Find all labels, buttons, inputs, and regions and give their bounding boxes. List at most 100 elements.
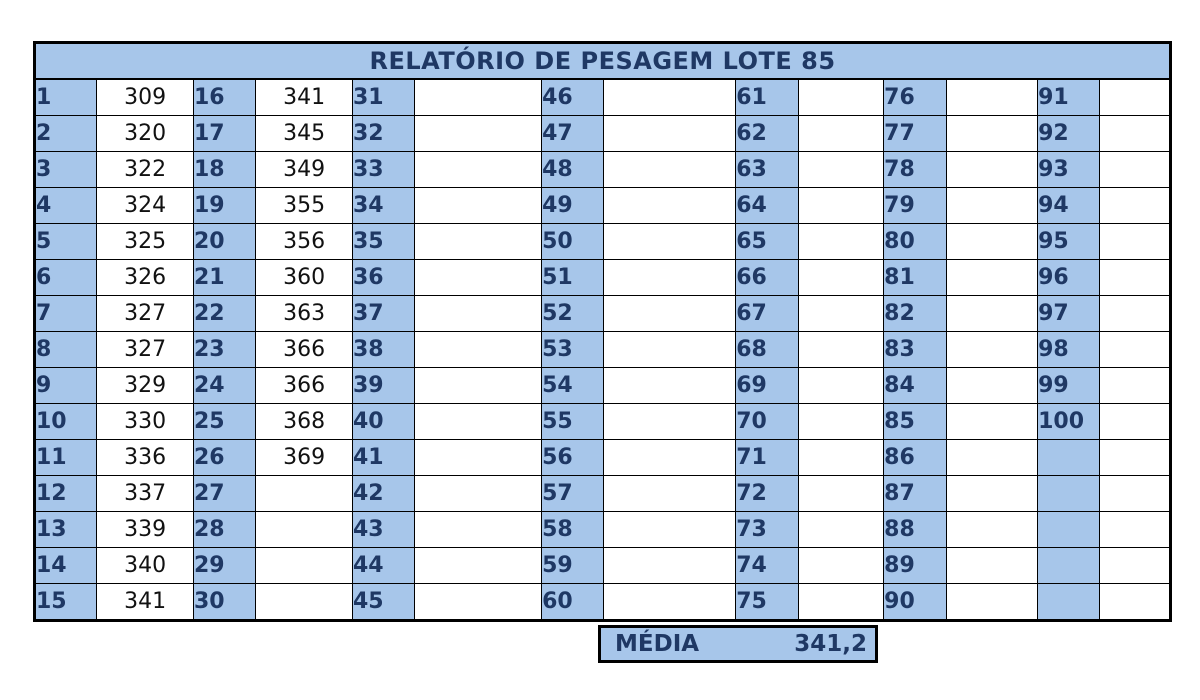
- weight-cell: 340: [96, 547, 194, 584]
- weight-cell: [603, 79, 737, 116]
- table-row: 11 336 26 369 41 56 71 86: [33, 439, 1171, 476]
- animal-number-cell: 71: [735, 439, 799, 476]
- animal-number-cell: 96: [1037, 259, 1101, 296]
- weight-cell: [945, 403, 1039, 440]
- weight-cell: [797, 151, 885, 188]
- animal-number-cell: 29: [192, 547, 257, 584]
- animal-number-cell: 66: [735, 259, 799, 296]
- weight-cell: [603, 403, 737, 440]
- table-row: 6 326 21 360 36 51 66 81 96: [33, 259, 1171, 296]
- animal-number-cell: 59: [541, 547, 605, 584]
- weighing-table: 1 309 16 341 31 46 61 76 91 2 320 17 345 32 47 62 77 92 3 3…: [33, 79, 1172, 622]
- animal-number-cell: 51: [541, 259, 605, 296]
- weight-cell: [797, 223, 885, 260]
- animal-number-cell: 77: [883, 115, 947, 152]
- animal-number-cell: 14: [33, 547, 98, 584]
- weight-cell: [1099, 79, 1171, 116]
- animal-number-cell: 2: [33, 115, 98, 152]
- animal-number-cell: 62: [735, 115, 799, 152]
- weight-cell: [945, 511, 1039, 548]
- animal-number-cell: 89: [883, 547, 947, 584]
- animal-number-cell: 30: [192, 583, 257, 621]
- weight-cell: [414, 259, 543, 296]
- animal-number-cell: 15: [33, 583, 98, 621]
- weight-cell: 339: [96, 511, 194, 548]
- average-value: 341,2: [794, 631, 867, 657]
- animal-number-cell: 88: [883, 511, 947, 548]
- weight-cell: [945, 115, 1039, 152]
- animal-number-cell: 17: [192, 115, 257, 152]
- weight-cell: [414, 331, 543, 368]
- weight-cell: [1099, 295, 1171, 332]
- weight-cell: [945, 187, 1039, 224]
- weight-cell: [255, 583, 353, 621]
- animal-number-cell: 13: [33, 511, 98, 548]
- animal-number-cell: 54: [541, 367, 605, 404]
- weight-cell: [603, 547, 737, 584]
- animal-number-cell: 93: [1037, 151, 1101, 188]
- weight-cell: 360: [255, 259, 353, 296]
- weight-cell: [603, 439, 737, 476]
- weight-cell: [1099, 511, 1171, 548]
- weight-cell: 355: [255, 187, 353, 224]
- weight-cell: [797, 295, 885, 332]
- table-row: 14 340 29 44 59 74 89: [33, 547, 1171, 584]
- animal-number-cell: [1037, 583, 1101, 621]
- weight-cell: [945, 79, 1039, 116]
- weight-cell: [603, 259, 737, 296]
- table-row: 3 322 18 349 33 48 63 78 93: [33, 151, 1171, 188]
- animal-number-cell: 84: [883, 367, 947, 404]
- animal-number-cell: 22: [192, 295, 257, 332]
- weight-cell: [797, 115, 885, 152]
- animal-number-cell: 91: [1037, 79, 1101, 116]
- animal-number-cell: 74: [735, 547, 799, 584]
- animal-number-cell: 65: [735, 223, 799, 260]
- weight-cell: [603, 223, 737, 260]
- animal-number-cell: 57: [541, 475, 605, 512]
- animal-number-cell: [1037, 475, 1101, 512]
- weight-cell: 326: [96, 259, 194, 296]
- animal-number-cell: 46: [541, 79, 605, 116]
- animal-number-cell: 61: [735, 79, 799, 116]
- weight-cell: 345: [255, 115, 353, 152]
- animal-number-cell: 37: [351, 295, 416, 332]
- weight-cell: 324: [96, 187, 194, 224]
- weight-cell: 349: [255, 151, 353, 188]
- animal-number-cell: 41: [351, 439, 416, 476]
- animal-number-cell: 28: [192, 511, 257, 548]
- weight-cell: [414, 79, 543, 116]
- animal-number-cell: 44: [351, 547, 416, 584]
- table-row: 12 337 27 42 57 72 87: [33, 475, 1171, 512]
- animal-number-cell: 27: [192, 475, 257, 512]
- weight-cell: [945, 259, 1039, 296]
- weight-cell: [945, 151, 1039, 188]
- weight-cell: 322: [96, 151, 194, 188]
- weight-cell: [603, 187, 737, 224]
- animal-number-cell: 36: [351, 259, 416, 296]
- weight-cell: [797, 187, 885, 224]
- animal-number-cell: 38: [351, 331, 416, 368]
- weight-cell: [1099, 151, 1171, 188]
- weight-cell: 327: [96, 331, 194, 368]
- weight-cell: [414, 511, 543, 548]
- weight-cell: [414, 547, 543, 584]
- animal-number-cell: 95: [1037, 223, 1101, 260]
- animal-number-cell: 43: [351, 511, 416, 548]
- table-row: 1 309 16 341 31 46 61 76 91: [33, 79, 1171, 116]
- animal-number-cell: 6: [33, 259, 98, 296]
- weight-cell: [1099, 115, 1171, 152]
- weight-cell: [797, 511, 885, 548]
- animal-number-cell: 20: [192, 223, 257, 260]
- animal-number-cell: 25: [192, 403, 257, 440]
- weight-cell: 356: [255, 223, 353, 260]
- animal-number-cell: 64: [735, 187, 799, 224]
- animal-number-cell: [1037, 511, 1101, 548]
- animal-number-cell: 18: [192, 151, 257, 188]
- animal-number-cell: 11: [33, 439, 98, 476]
- animal-number-cell: 40: [351, 403, 416, 440]
- animal-number-cell: 98: [1037, 331, 1101, 368]
- animal-number-cell: 35: [351, 223, 416, 260]
- weight-cell: [414, 439, 543, 476]
- animal-number-cell: 23: [192, 331, 257, 368]
- animal-number-cell: 79: [883, 187, 947, 224]
